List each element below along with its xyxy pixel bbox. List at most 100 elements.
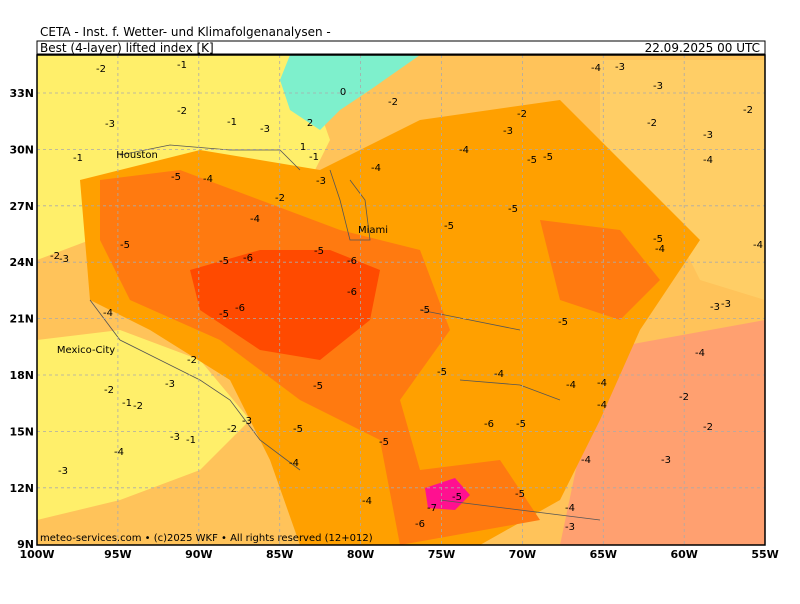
contour-label: -4	[597, 400, 607, 411]
contour-label: -5	[293, 424, 303, 435]
contour-label: -5	[171, 172, 181, 183]
contour-label: -2	[96, 64, 106, 75]
lon-label: 75W	[428, 548, 455, 561]
contour-label: 1	[300, 142, 306, 153]
contour-label: -5	[653, 234, 663, 245]
contour-label: -5	[120, 240, 130, 251]
contour-label: -2	[275, 193, 285, 204]
lon-label: 100W	[19, 548, 54, 561]
contour-label: -2	[703, 422, 713, 433]
lat-label: 12N	[9, 482, 34, 495]
contour-label: -6	[347, 256, 357, 267]
contour-label: -2	[133, 401, 143, 412]
contour-label: -6	[243, 253, 253, 264]
contour-label: -5	[515, 489, 525, 500]
contour-label: -5	[379, 437, 389, 448]
contour-label: -1	[227, 117, 237, 128]
contour-label: -3	[170, 432, 180, 443]
contour-label: -4	[371, 163, 381, 174]
contour-label: -4	[591, 63, 601, 74]
map-frame	[36, 54, 766, 546]
contour-label: -1	[177, 60, 187, 71]
lat-label: 18N	[9, 369, 34, 382]
contour-label: -3	[615, 62, 625, 73]
place-label: Miami	[358, 225, 388, 236]
contour-label: -3	[653, 81, 663, 92]
contour-label: -6	[484, 419, 494, 430]
contour-label: -3	[703, 130, 713, 141]
lat-label: 27N	[9, 200, 34, 213]
product-title: Best (4-layer) lifted index [K]	[40, 41, 214, 55]
contour-label: -4	[565, 503, 575, 514]
contour-label: -5	[219, 309, 229, 320]
contour-label: -4	[250, 214, 260, 225]
contour-label: -5	[219, 256, 229, 267]
contour-label: -3	[721, 299, 731, 310]
contour-label: -7	[427, 503, 437, 514]
contour-label: -4	[597, 378, 607, 389]
lon-label: 95W	[104, 548, 131, 561]
contour-label: -2	[50, 251, 60, 262]
contour-label: -4	[289, 458, 299, 469]
credits: meteo-services.com • (c)2025 WKF • All r…	[40, 533, 373, 544]
contour-label: -1	[309, 152, 319, 163]
contour-label: -4	[103, 308, 113, 319]
lat-label: 33N	[9, 87, 34, 100]
contour-label: -1	[186, 435, 196, 446]
contour-label: -4	[695, 348, 705, 359]
lon-label: 55W	[751, 548, 778, 561]
contour-label: -4	[203, 174, 213, 185]
contour-label: -3	[242, 416, 252, 427]
contour-label: -2	[679, 392, 689, 403]
contour-label: -4	[753, 240, 763, 251]
lon-label: 60W	[670, 548, 697, 561]
contour-label: -2	[743, 105, 753, 116]
lon-label: 90W	[185, 548, 212, 561]
contour-label: -3	[710, 302, 720, 313]
lat-label: 9N	[17, 538, 34, 551]
lon-label: 65W	[590, 548, 617, 561]
contour-label: -2	[388, 97, 398, 108]
contour-label: -5	[314, 246, 324, 257]
contour-label: -3	[260, 124, 270, 135]
lon-label: 80W	[347, 548, 374, 561]
contour-label: -4	[114, 447, 124, 458]
contour-label: -5	[527, 155, 537, 166]
contour-label: 0	[340, 87, 346, 98]
lat-label: 15N	[9, 425, 34, 438]
contour-label: -3	[316, 176, 326, 187]
lon-label: 70W	[509, 548, 536, 561]
contour-label: -5	[508, 204, 518, 215]
contour-label: -5	[543, 152, 553, 163]
contour-label: -5	[313, 381, 323, 392]
field	[37, 55, 765, 545]
contour-label: -2	[647, 118, 657, 129]
contour-label: -2	[227, 424, 237, 435]
lat-label: 30N	[9, 143, 34, 156]
contour-label: -2	[187, 355, 197, 366]
contour-label: 2	[307, 118, 313, 129]
valid-date: 22.09.2025 00 UTC	[645, 41, 760, 55]
title-bar	[36, 40, 766, 55]
contour-label: -6	[415, 519, 425, 530]
contour-label: -4	[459, 145, 469, 156]
contour-label: -4	[566, 380, 576, 391]
contour-label: -3	[661, 455, 671, 466]
contour-label: -3	[59, 254, 69, 265]
contour-label: -3	[165, 379, 175, 390]
lon-label: 85W	[266, 548, 293, 561]
contour-label: -3	[58, 466, 68, 477]
contour-label: -2	[104, 385, 114, 396]
contour-label: -3	[565, 522, 575, 533]
contour-label: -4	[362, 496, 372, 507]
lat-label: 24N	[9, 256, 34, 269]
contour-label: -3	[503, 126, 513, 137]
contour-label: -4	[581, 455, 591, 466]
source-title: CETA - Inst. f. Wetter- und Klimafolgena…	[40, 25, 331, 39]
place-label: Houston	[116, 150, 158, 161]
contour-label: -6	[347, 287, 357, 298]
contour-label: -2	[517, 109, 527, 120]
contour-label: -2	[177, 106, 187, 117]
contour-label: -5	[437, 367, 447, 378]
contour-label: -5	[516, 419, 526, 430]
